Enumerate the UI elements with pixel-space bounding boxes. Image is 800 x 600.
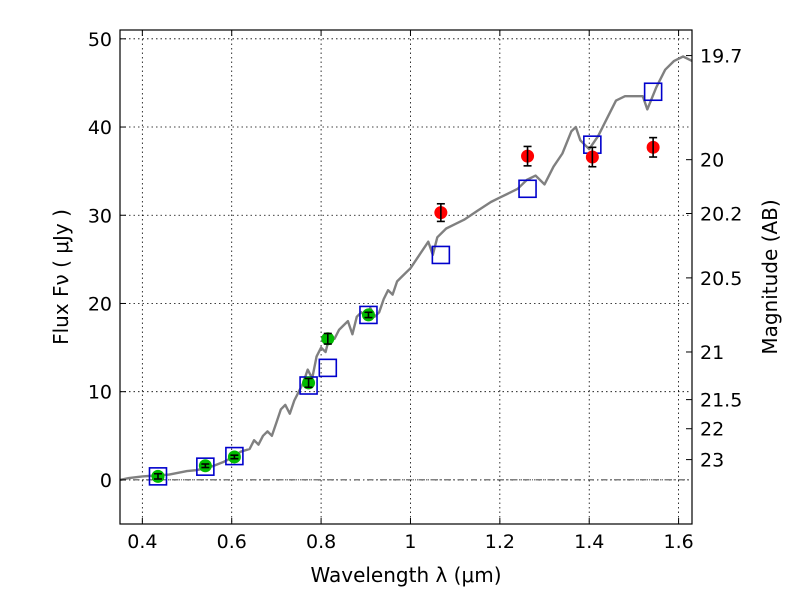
magnitude-tick-label: 20.5 xyxy=(700,268,742,290)
x-tick-label: 1.2 xyxy=(485,531,515,553)
model-spectrum xyxy=(119,55,693,482)
y-tick-label: 40 xyxy=(88,117,112,139)
magnitude-axis-ticks: 19.7 20 20.2 20.5 21 21.5 22 23 xyxy=(686,46,742,472)
x-tick-label: 1.4 xyxy=(574,531,604,553)
right-axis-title: Magnitude (AB) xyxy=(758,199,782,354)
y-axis-title: Flux Fν ( μJy ) xyxy=(49,209,73,345)
magnitude-tick-label: 19.7 xyxy=(700,46,742,68)
y-axis-ticks: 0 10 20 30 40 50 xyxy=(88,29,126,492)
model-photometry-square xyxy=(196,457,215,476)
magnitude-tick-label: 22 xyxy=(700,419,724,441)
model-photometry-square xyxy=(225,446,244,466)
y-tick-label: 50 xyxy=(88,29,112,51)
magnitude-tick-label: 21 xyxy=(700,342,724,364)
x-axis-title: Wavelength λ (μm) xyxy=(310,563,501,587)
model-photometry-square xyxy=(643,82,663,102)
observed-photometry xyxy=(151,136,660,483)
magnitude-tick-label: 20 xyxy=(700,150,724,172)
model-photometry-squares xyxy=(148,82,663,486)
model-photometry-square xyxy=(318,358,338,378)
x-tick-label: 1.6 xyxy=(663,531,693,553)
model-photometry-square xyxy=(518,179,537,199)
magnitude-tick-label: 23 xyxy=(700,450,724,472)
magnitude-tick-label: 20.2 xyxy=(700,203,742,225)
grid-lines xyxy=(120,30,692,524)
plot-frame xyxy=(119,29,693,525)
x-tick-label: 0.4 xyxy=(127,531,157,553)
x-tick-label: 0.6 xyxy=(217,531,247,553)
y-tick-label: 10 xyxy=(88,382,112,404)
y-tick-label: 0 xyxy=(100,470,112,492)
magnitude-tick-label: 21.5 xyxy=(700,390,742,412)
y-tick-label: 20 xyxy=(88,293,112,315)
x-axis-ticks: 0.4 0.6 0.8 1 1.2 1.4 1.6 xyxy=(127,30,694,553)
model-photometry-square xyxy=(431,245,451,265)
model-photometry-square xyxy=(148,467,168,486)
model-photometry-square xyxy=(359,305,378,325)
y-tick-label: 30 xyxy=(88,205,112,227)
spectrum-line xyxy=(119,55,693,482)
x-tick-label: 1 xyxy=(404,531,416,553)
x-tick-label: 0.8 xyxy=(306,531,336,553)
